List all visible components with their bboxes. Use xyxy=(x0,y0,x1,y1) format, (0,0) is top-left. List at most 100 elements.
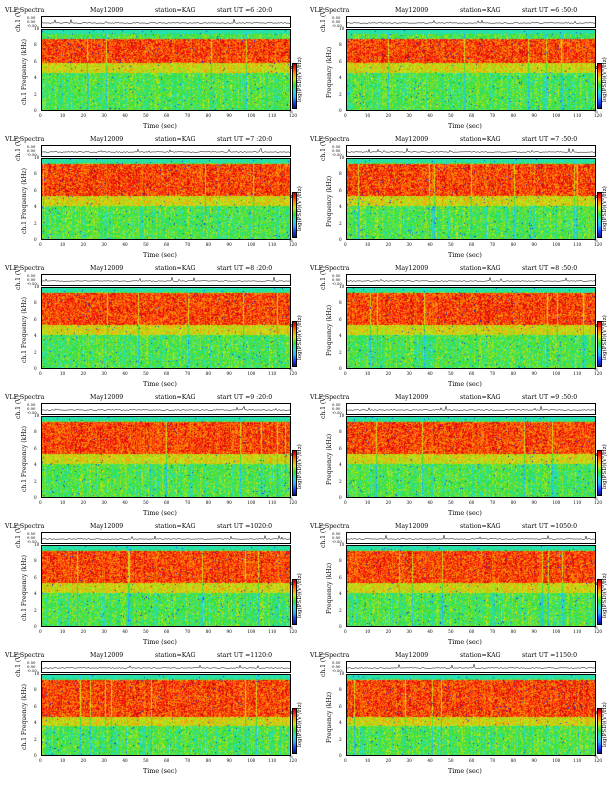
time-axis-label: Time (sec) xyxy=(448,380,482,388)
waveform-plot xyxy=(41,274,292,286)
spectra-panel: VLF Spectra May12009 station=KAG start UT =… xyxy=(308,521,608,646)
wave-tick-label: 0.50 xyxy=(27,144,36,149)
freq-tick-label: 8 xyxy=(34,300,37,306)
waveform-line xyxy=(42,18,292,24)
time-tick-label: 70 xyxy=(489,371,496,376)
freq-tick-label: 4 xyxy=(34,462,37,468)
freq-tick-label: 2 xyxy=(339,607,342,613)
spectrogram xyxy=(346,416,596,498)
freq-axis-label: Frequency (kHz) xyxy=(326,691,333,743)
time-tick-label: 50 xyxy=(448,500,454,505)
spectra-panel: VLF Spectra May12009 station=KAG start UT =… xyxy=(3,263,303,388)
panel-start-time: start UT =1050:0 xyxy=(522,523,578,530)
panel-station: station=KAG xyxy=(460,136,501,143)
spectrogram xyxy=(41,29,291,111)
time-tick-label: 110 xyxy=(268,629,277,634)
wave-tick-label: -0.50 xyxy=(332,281,342,286)
freq-tick-label: 0 xyxy=(34,624,37,629)
colorbar-label: log(PSD)(V²/Hz) xyxy=(297,444,303,489)
panel-title: VLF Spectra xyxy=(5,265,45,272)
freq-tick-label: 0 xyxy=(339,366,342,371)
freq-tick-label: 0 xyxy=(34,495,37,500)
colorbar-tick: -6 xyxy=(594,109,598,114)
panel-station: station=KAG xyxy=(155,652,196,659)
time-tick-label: 50 xyxy=(143,758,149,763)
colorbar-tick: -6 xyxy=(289,754,293,759)
freq-tick-label: 8 xyxy=(339,42,342,48)
time-axis-label: Time (sec) xyxy=(143,380,177,388)
wave-tick-label: 0.50 xyxy=(332,15,341,20)
time-tick-label: 60 xyxy=(164,371,170,376)
colorbar xyxy=(292,192,297,238)
time-tick-label: 30 xyxy=(101,629,107,634)
spectrogram xyxy=(41,287,291,369)
freq-tick-label: 2 xyxy=(34,349,37,355)
time-tick-label: 110 xyxy=(268,500,277,505)
panel-station: station=KAG xyxy=(460,523,501,530)
time-tick-label: 50 xyxy=(143,242,149,247)
waveform-line xyxy=(42,534,292,540)
time-tick-label: 60 xyxy=(164,758,170,763)
time-tick-label: 50 xyxy=(143,113,149,118)
panel-station: station=KAG xyxy=(155,265,196,272)
freq-tick-label: 4 xyxy=(339,333,342,339)
time-axis-label: Time (sec) xyxy=(143,767,177,775)
wave-tick-label: -0.50 xyxy=(27,539,37,544)
time-tick-label: 10 xyxy=(364,500,371,505)
time-tick-label: 50 xyxy=(143,629,149,634)
time-tick-label: 20 xyxy=(80,500,86,505)
freq-tick-label: 8 xyxy=(339,171,342,177)
panel-title: VLF Spectra xyxy=(310,523,350,530)
waveform-plot xyxy=(41,661,292,673)
wave-tick-label: 0.50 xyxy=(27,402,36,407)
panel-date: May12009 xyxy=(90,7,124,14)
freq-tick-label: 2 xyxy=(339,478,342,484)
time-tick-label: 110 xyxy=(573,500,582,505)
time-tick-label: 70 xyxy=(184,629,191,634)
freq-tick-label: 2 xyxy=(34,91,37,97)
time-tick-label: 0 xyxy=(344,500,347,505)
waveform-plot xyxy=(346,403,597,415)
wave-tick-label: 0.00 xyxy=(27,148,36,153)
waveform-line xyxy=(347,663,597,669)
colorbar xyxy=(597,579,602,625)
panel-start-time: start UT =8 :50:0 xyxy=(522,265,578,272)
time-tick-label: 80 xyxy=(510,371,516,376)
time-tick-label: 120 xyxy=(289,242,297,247)
time-tick-label: 40 xyxy=(122,758,128,763)
colorbar xyxy=(597,708,602,754)
spectra-panel: VLF Spectra May12009 station=KAG start UT =… xyxy=(3,650,303,775)
time-tick-label: 0 xyxy=(344,113,347,118)
time-tick-label: 30 xyxy=(406,500,412,505)
spectrogram-canvas xyxy=(347,546,595,626)
colorbar xyxy=(597,63,602,109)
waveform-svg xyxy=(42,147,292,153)
time-tick-label: 20 xyxy=(385,629,391,634)
time-tick-label: 100 xyxy=(247,371,256,376)
wave-axis-label: ch.1 (V) xyxy=(320,8,327,32)
spectra-panel: VLF Spectra May12009 station=KAG start UT =… xyxy=(308,650,608,775)
waveform-line xyxy=(347,19,597,24)
time-tick-label: 40 xyxy=(122,113,128,118)
time-tick-label: 40 xyxy=(427,113,433,118)
wave-axis-label: ch.1 (V) xyxy=(15,653,22,677)
time-tick-label: 100 xyxy=(247,113,256,118)
panel-station: station=KAG xyxy=(155,523,196,530)
wave-tick-label: -0.50 xyxy=(27,152,37,157)
colorbar-label: log(PSD)(V²/Hz) xyxy=(297,573,303,618)
time-tick-label: 20 xyxy=(80,113,86,118)
colorbar-tick: -4 xyxy=(594,65,598,70)
time-tick-label: 120 xyxy=(594,242,602,247)
waveform-plot xyxy=(41,145,292,157)
wave-tick-label: 0.50 xyxy=(27,273,36,278)
panel-title: VLF Spectra xyxy=(310,7,350,14)
panel-date: May12009 xyxy=(395,265,429,272)
colorbar-label: log(PSD)(V²/Hz) xyxy=(602,57,608,102)
time-tick-label: 40 xyxy=(122,629,128,634)
time-tick-label: 40 xyxy=(122,500,128,505)
time-tick-label: 20 xyxy=(385,758,391,763)
panel-start-time: start UT =1120:0 xyxy=(217,652,273,659)
colorbar-label: log(PSD)(V²/Hz) xyxy=(602,702,608,747)
panel-station: station=KAG xyxy=(460,652,501,659)
time-tick-label: 110 xyxy=(573,758,582,763)
